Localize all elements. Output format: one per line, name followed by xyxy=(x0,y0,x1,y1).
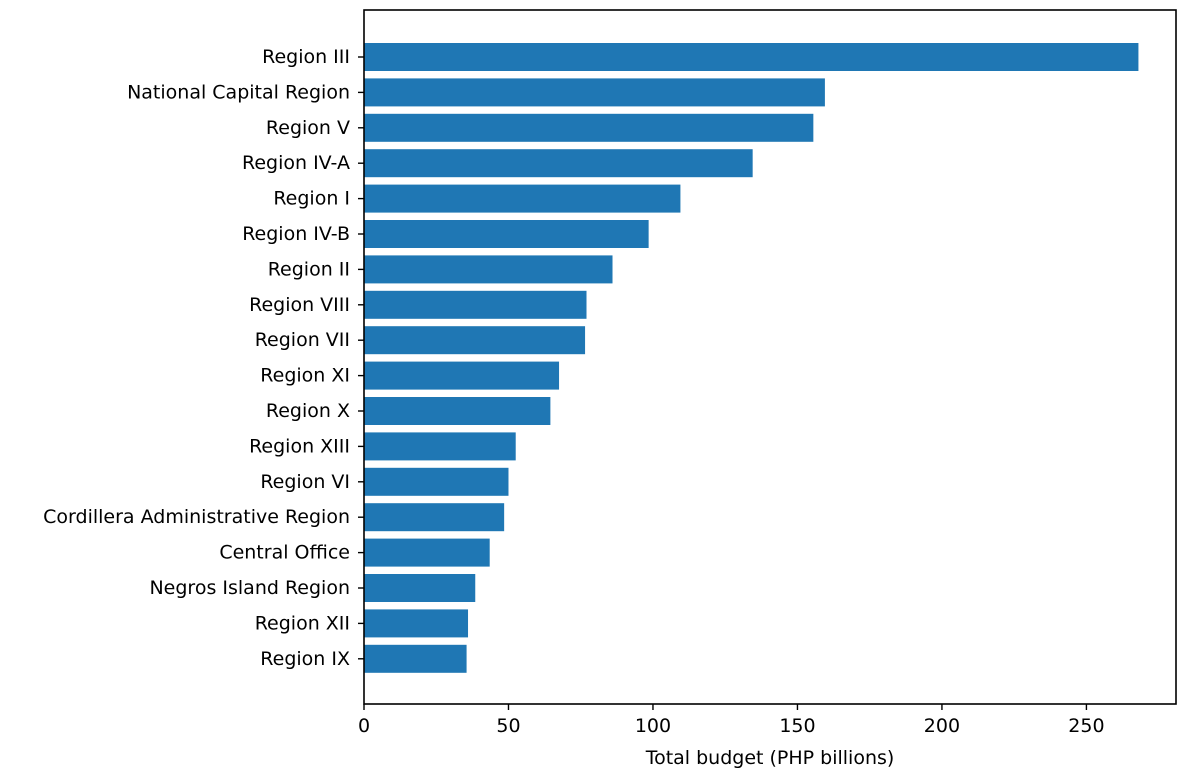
bar xyxy=(364,467,509,496)
x-axis-label: Total budget (PHP billions) xyxy=(645,747,895,769)
category-label: Region II xyxy=(268,258,350,280)
category-label: Central Office xyxy=(219,542,350,564)
category-label: Negros Island Region xyxy=(149,577,350,599)
x-tick-label: 50 xyxy=(496,715,520,737)
category-label: Region XIII xyxy=(249,435,350,457)
category-label: Region VI xyxy=(260,471,350,493)
category-label: Region XII xyxy=(255,612,350,634)
bar xyxy=(364,78,825,107)
bar xyxy=(364,184,681,213)
bar xyxy=(364,432,516,461)
category-label: Region IV-B xyxy=(242,223,350,245)
bar xyxy=(364,290,587,319)
bar xyxy=(364,609,469,638)
category-label: Region V xyxy=(266,117,350,139)
bar xyxy=(364,397,551,425)
x-tick-label: 0 xyxy=(358,715,370,737)
bar xyxy=(364,644,467,673)
bar xyxy=(364,574,476,602)
category-label: Region I xyxy=(273,188,350,210)
bars-group xyxy=(364,43,1139,673)
category-label: Region XI xyxy=(260,365,350,387)
x-tick-label: 100 xyxy=(635,715,671,737)
x-tick-label: 250 xyxy=(1068,715,1104,737)
bar xyxy=(364,149,753,178)
category-label: Region X xyxy=(266,400,350,422)
category-label: Cordillera Administrative Region xyxy=(43,506,350,528)
bar xyxy=(364,538,490,567)
category-labels-group: Region III National Capital Region Region … xyxy=(43,46,364,670)
category-label: National Capital Region xyxy=(127,81,350,103)
x-tick-label: 150 xyxy=(779,715,815,737)
bar xyxy=(364,361,560,390)
bar xyxy=(364,326,586,355)
category-label: Region VII xyxy=(255,329,350,351)
bar xyxy=(364,503,505,532)
category-label: Region IX xyxy=(260,648,350,670)
plot-frame xyxy=(363,9,1177,705)
category-label: Region III xyxy=(262,46,350,68)
bar xyxy=(364,113,814,142)
bar xyxy=(364,220,649,248)
category-label: Region IV-A xyxy=(242,152,350,174)
x-ticks-group: 0 50 100 150 200 250 xyxy=(358,704,1105,737)
x-tick-label: 200 xyxy=(924,715,960,737)
bar xyxy=(364,43,1139,71)
bar xyxy=(364,255,613,284)
category-label: Region VIII xyxy=(249,294,350,316)
